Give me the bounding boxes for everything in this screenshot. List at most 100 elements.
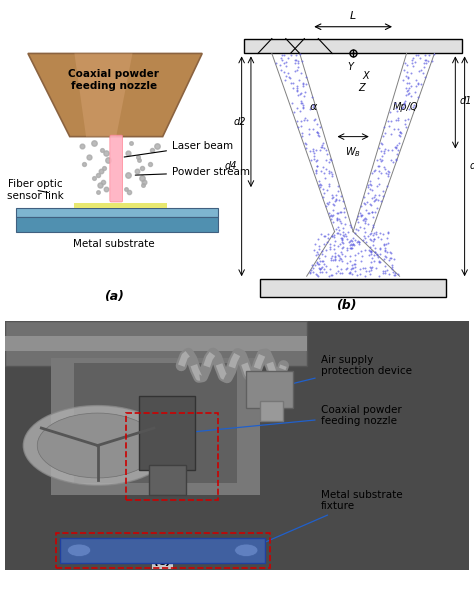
Point [336, 254, 343, 263]
Point [402, 83, 410, 93]
Text: Metal substrate
fixture: Metal substrate fixture [249, 489, 402, 549]
Point [315, 131, 323, 140]
Point [318, 180, 325, 189]
Point [391, 98, 399, 108]
Point [313, 127, 320, 137]
Point [309, 267, 317, 276]
Point [339, 223, 347, 232]
Point [411, 57, 419, 67]
Point [406, 89, 413, 98]
Point [323, 198, 331, 208]
Point [322, 251, 329, 261]
Point [376, 257, 384, 267]
Point [317, 142, 325, 151]
Point [343, 258, 351, 267]
Point [273, 58, 280, 68]
Point [319, 139, 327, 148]
Point [289, 83, 297, 93]
Point [349, 239, 357, 249]
Point [423, 58, 430, 68]
Point [346, 244, 354, 253]
Point [374, 181, 381, 191]
Point [326, 211, 333, 220]
Text: X: X [363, 71, 369, 81]
Point [313, 161, 320, 170]
Point [385, 255, 392, 265]
Point [385, 121, 392, 131]
Point [312, 166, 320, 175]
Point [367, 200, 374, 210]
Point [407, 68, 415, 77]
Point [410, 102, 417, 111]
Point [336, 239, 343, 248]
Point [358, 251, 366, 261]
Point [392, 270, 399, 280]
Point [325, 271, 333, 280]
Point [297, 121, 305, 131]
Point [326, 239, 334, 249]
Point [422, 55, 429, 65]
Point [392, 103, 400, 113]
Point [312, 169, 319, 178]
Point [292, 56, 300, 65]
Point [388, 116, 395, 126]
Circle shape [23, 406, 172, 485]
Point [326, 169, 333, 178]
Point [419, 68, 427, 78]
Point [347, 265, 355, 274]
Point [354, 236, 362, 246]
Point [370, 256, 377, 266]
Text: (c): (c) [153, 555, 172, 568]
Text: d4: d4 [225, 162, 237, 171]
Point [349, 239, 357, 248]
Point [368, 254, 376, 263]
Point [366, 246, 374, 255]
Point [314, 248, 321, 257]
Point [331, 236, 338, 245]
Point [341, 219, 348, 229]
Point [308, 155, 315, 165]
Point [361, 219, 369, 228]
Point [319, 192, 327, 202]
Point [386, 253, 394, 263]
Point [394, 269, 402, 279]
Point [312, 251, 319, 260]
Point [298, 98, 306, 108]
Point [306, 104, 314, 113]
Point [299, 128, 306, 137]
Point [328, 255, 335, 264]
Point [390, 270, 398, 279]
Point [414, 50, 422, 59]
Point [376, 166, 383, 175]
Point [312, 156, 320, 166]
Point [364, 189, 372, 198]
Point [294, 62, 301, 72]
Point [338, 235, 346, 245]
Point [335, 195, 343, 204]
Point [341, 251, 349, 260]
Point [314, 271, 321, 280]
Point [359, 264, 366, 273]
Point [331, 252, 338, 262]
Point [356, 208, 364, 218]
Point [349, 236, 356, 245]
Point [422, 56, 430, 65]
Point [360, 214, 367, 224]
Bar [5, 321, 307, 366]
Point [378, 138, 385, 147]
Point [318, 256, 326, 266]
Point [327, 253, 335, 263]
Point [386, 247, 393, 257]
Point [319, 162, 327, 171]
Point [371, 244, 379, 253]
Point [343, 263, 350, 273]
Point [337, 207, 345, 216]
Point [368, 186, 376, 195]
Point [346, 257, 354, 266]
Point [314, 234, 322, 244]
Point [370, 235, 378, 244]
Point [312, 146, 320, 155]
Point [395, 139, 403, 148]
Point [367, 247, 374, 256]
Point [384, 170, 392, 179]
